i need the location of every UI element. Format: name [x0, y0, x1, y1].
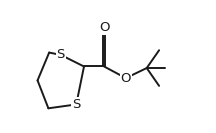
Text: O: O — [99, 20, 109, 34]
Text: S: S — [57, 48, 65, 61]
Text: O: O — [121, 72, 131, 85]
Text: S: S — [72, 98, 80, 111]
